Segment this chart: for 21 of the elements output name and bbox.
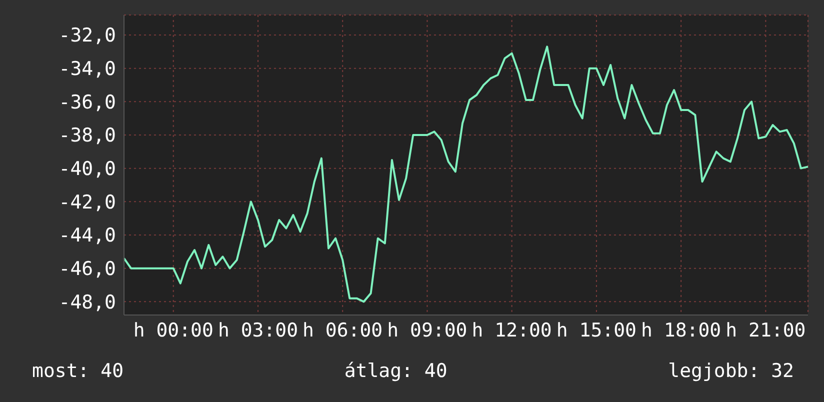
text: most: 40 — [32, 360, 124, 382]
y-tick-label: -34,0 — [58, 58, 116, 80]
y-tick-label: -38,0 — [58, 124, 116, 147]
x-tick-label: h 12:00 — [472, 319, 552, 342]
x-tick-label: h 18:00 — [641, 319, 722, 342]
x-tick-label: h 03:00 — [218, 319, 298, 342]
y-tick-label: -32,0 — [58, 24, 116, 47]
y-tick-label: -42,0 — [58, 191, 116, 214]
y-tick-label: -48,0 — [58, 291, 116, 314]
y-tick-label: -44,0 — [58, 224, 116, 247]
x-tick-label: h 15:00 — [556, 319, 636, 342]
x-tick-label: h 06:00 — [302, 319, 383, 342]
y-tick-label: -46,0 — [58, 258, 116, 280]
x-tick-label: h 21:00 — [726, 319, 806, 342]
x-tick-label: h 09:00 — [387, 319, 468, 342]
text: legjobb: 32 — [668, 360, 794, 382]
y-tick-label: -36,0 — [58, 91, 116, 114]
x-tick-label: h 00:00 — [133, 319, 214, 342]
line-series — [123, 46, 809, 303]
text: átlag: 40 — [344, 360, 448, 382]
y-tick-label: -40,0 — [58, 158, 116, 180]
